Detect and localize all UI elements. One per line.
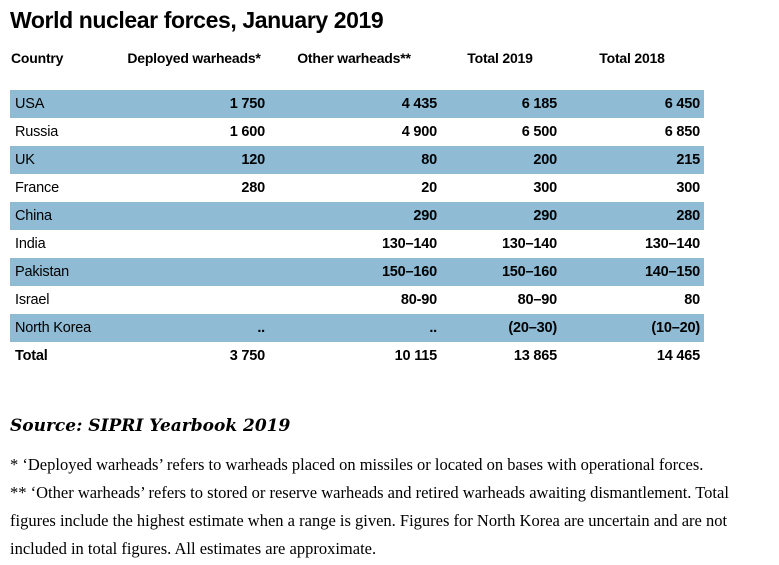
cell-deployed: 1 600: [229, 124, 265, 140]
table-header: Country Deployed warheads* Other warhead…: [10, 34, 704, 90]
cell-country: Pakistan: [15, 264, 70, 280]
nuclear-forces-table: Country Deployed warheads* Other warhead…: [10, 34, 704, 370]
cell-deployed: [120, 230, 268, 258]
table-row-india: India 130–140 130–140 130–140: [10, 230, 704, 258]
cell-deployed: 3 750: [229, 348, 265, 364]
cell-other: 4 435: [401, 96, 437, 112]
source-note: Source: SIPRI Yearbook 2019: [10, 416, 291, 436]
cell-country: France: [15, 180, 59, 196]
cell-deployed: [120, 286, 268, 314]
cell-deployed: 120: [241, 152, 265, 168]
table-row-pakistan: Pakistan 150–160 150–160 140–150: [10, 258, 704, 286]
footnote-deployed-warheads: * ‘Deployed warheads’ refers to warheads…: [10, 455, 704, 474]
cell-deployed: 280: [241, 180, 265, 196]
cell-deployed: [120, 258, 268, 286]
cell-other: 130–140: [381, 236, 437, 252]
column-header-country: Country: [11, 50, 64, 66]
cell-country: UK: [15, 152, 35, 168]
cell-other: 4 900: [401, 124, 437, 140]
cell-deployed: 1 750: [229, 96, 265, 112]
table-row-china: China 290 290 280: [10, 202, 704, 230]
cell-total-2019: 80–90: [517, 292, 558, 308]
cell-other: 80: [421, 152, 437, 168]
cell-total-2018: 14 465: [656, 348, 700, 364]
cell-other: 80-90: [400, 292, 437, 308]
cell-deployed: [120, 202, 268, 230]
cell-total-2018: 140–150: [644, 264, 700, 280]
column-header-total-2019: Total 2019: [467, 50, 533, 66]
cell-country: Russia: [15, 124, 59, 140]
cell-other: 290: [413, 208, 437, 224]
table-row-israel: Israel 80-90 80–90 80: [10, 286, 704, 314]
cell-country: China: [15, 208, 52, 224]
table-row-north-korea: North Korea .. .. (20–30) (10–20): [10, 314, 704, 342]
cell-total-2019: 300: [533, 180, 557, 196]
cell-other: 20: [421, 180, 437, 196]
column-header-other-warheads: Other warheads**: [297, 50, 411, 66]
cell-total-2018: 130–140: [644, 236, 700, 252]
cell-total-2018: 6 850: [664, 124, 700, 140]
cell-total-2019: 6 185: [521, 96, 557, 112]
cell-total-2019: 290: [533, 208, 557, 224]
cell-other: 150–160: [381, 264, 437, 280]
cell-country: Total: [15, 348, 48, 364]
table-row-total: Total 3 750 10 115 13 865 14 465: [10, 342, 704, 370]
cell-total-2018: 6 450: [664, 96, 700, 112]
cell-other: 10 115: [394, 348, 438, 364]
cell-total-2019: 13 865: [513, 348, 557, 364]
cell-total-2018: 215: [676, 152, 700, 168]
cell-total-2019: 150–160: [501, 264, 557, 280]
footnotes: * ‘Deployed warheads’ refers to warheads…: [10, 451, 772, 563]
cell-country: Israel: [15, 292, 50, 308]
cell-total-2018: 80: [684, 292, 700, 308]
cell-other: ..: [429, 320, 437, 336]
cell-total-2018: (10–20): [651, 320, 700, 336]
table-row-usa: USA 1 750 4 435 6 185 6 450: [10, 90, 704, 118]
cell-country: North Korea: [15, 320, 91, 336]
header-row: Country Deployed warheads* Other warhead…: [10, 34, 704, 90]
table-body: USA 1 750 4 435 6 185 6 450 Russia 1 600…: [10, 90, 704, 370]
cell-total-2019: 200: [533, 152, 557, 168]
table-row-russia: Russia 1 600 4 900 6 500 6 850: [10, 118, 704, 146]
cell-total-2018: 280: [676, 208, 700, 224]
cell-country: India: [15, 236, 46, 252]
column-header-total-2018: Total 2018: [599, 50, 665, 66]
cell-total-2019: (20–30): [508, 320, 557, 336]
cell-total-2018: 300: [676, 180, 700, 196]
cell-total-2019: 6 500: [521, 124, 557, 140]
page-title: World nuclear forces, January 2019: [10, 7, 384, 33]
footnote-other-warheads: ** ‘Other warheads’ refers to stored or …: [10, 483, 729, 558]
table-row-uk: UK 120 80 200 215: [10, 146, 704, 174]
cell-country: USA: [15, 96, 45, 112]
column-header-deployed-warheads: Deployed warheads*: [127, 50, 261, 66]
cell-total-2019: 130–140: [501, 236, 557, 252]
table-row-france: France 280 20 300 300: [10, 174, 704, 202]
cell-deployed: ..: [257, 320, 265, 336]
